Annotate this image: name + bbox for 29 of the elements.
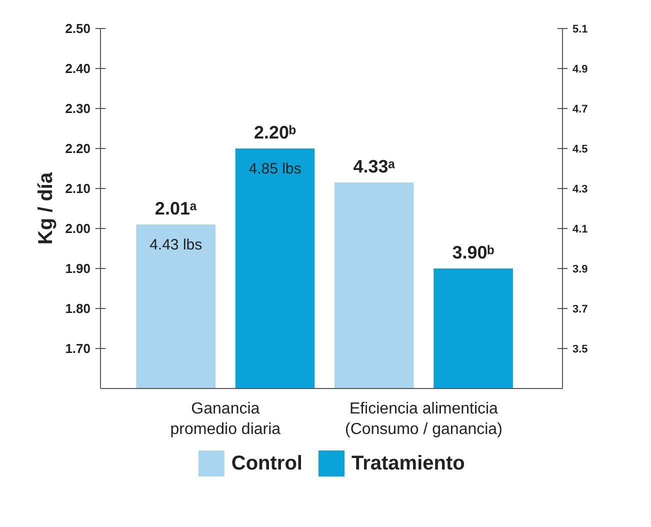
- legend-label: Control: [231, 452, 302, 474]
- y-tick-label: 1.80: [65, 301, 91, 316]
- y-tick-label: 2.00: [65, 221, 91, 236]
- x-tick-label: Ganancia promedio diaria: [170, 400, 281, 438]
- y2-tick-label: 5.1: [572, 24, 588, 36]
- data-label: 2.01ᵃ: [154, 198, 197, 218]
- y-axis-title: Kg / día: [35, 172, 58, 245]
- y-tick-label: 2.50: [65, 21, 91, 36]
- y2-tick-label: 4.1: [572, 224, 588, 236]
- annotation: 4.85 lbs: [248, 160, 302, 178]
- y2-tick-label: 4.7: [572, 104, 588, 116]
- y2-tick-label: 3.5: [572, 344, 588, 356]
- y-tick-label: 2.40: [65, 61, 91, 76]
- data-label: 2.20ᵇ: [254, 122, 296, 142]
- y2-tick-label: 4.9: [572, 64, 588, 76]
- y-tick-label: 2.10: [65, 181, 91, 196]
- annotation: 4.43 lbs: [150, 236, 202, 254]
- legend-label: Tratamiento: [352, 452, 465, 474]
- y2-tick-label: 4.3: [572, 184, 588, 196]
- x-tick-label: Eficiencia alimenticia (Consumo / ganancia): [344, 400, 502, 438]
- y-tick-label: 1.70: [65, 341, 91, 356]
- y-tick-label: 1.90: [65, 261, 91, 276]
- y-tick-label: 2.30: [65, 101, 91, 116]
- y-tick-label: 2.20: [65, 141, 91, 156]
- data-label: 4.33ᵃ: [353, 156, 396, 176]
- y2-tick-label: 3.7: [572, 304, 588, 316]
- y2-tick-label: 4.5: [572, 144, 588, 156]
- y2-tick-label: 3.9: [572, 264, 588, 276]
- data-label: 3.90ᵇ: [452, 242, 494, 262]
